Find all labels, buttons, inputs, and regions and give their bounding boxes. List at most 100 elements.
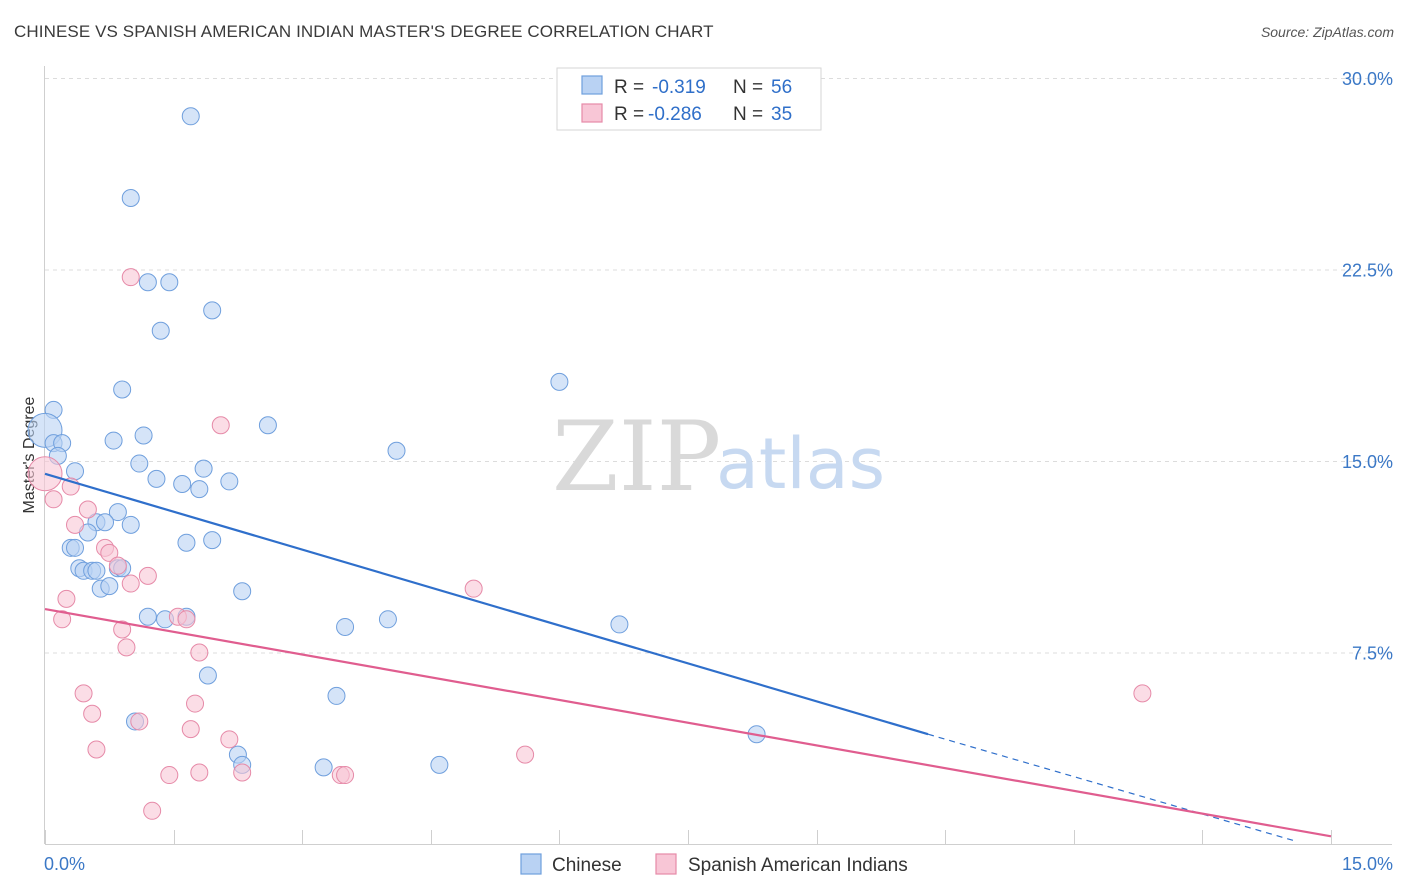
chinese-point: [190, 480, 209, 499]
stats-r-value-spanish: -0.286: [648, 104, 702, 125]
spanish-point: [121, 268, 140, 287]
legend-label-chinese: Chinese: [552, 855, 622, 876]
trend-lines: [44, 472, 1332, 843]
spanish-point: [108, 556, 127, 575]
stats-n-label-chinese: N =: [733, 77, 763, 98]
y-tick-label: 30.0%: [1342, 69, 1393, 89]
data-points: [27, 107, 1152, 820]
chinese-point: [134, 426, 153, 445]
chinese-point: [336, 617, 355, 636]
spanish-point: [74, 684, 93, 703]
spanish-point: [516, 745, 535, 764]
chinese-point: [121, 515, 140, 534]
chinese-point: [177, 533, 196, 552]
chinese-point: [610, 615, 629, 634]
chinese-point: [327, 686, 346, 705]
spanish-point: [336, 766, 355, 785]
x-tick-labels: 0.0% 15.0%: [44, 854, 1393, 874]
y-tick-label: 22.5%: [1342, 261, 1393, 281]
chinese-point: [130, 454, 149, 473]
spanish-point: [121, 574, 140, 593]
chinese-point: [100, 577, 119, 596]
chinese-point: [220, 472, 239, 491]
x-tick-label: 15.0%: [1342, 854, 1393, 874]
spanish-point: [83, 704, 102, 723]
spanish-point: [211, 416, 230, 435]
chinese-point: [550, 372, 569, 391]
chinese-point: [108, 503, 127, 522]
stats-n-label-spanish: N =: [733, 104, 763, 125]
y-tick-labels: 7.5% 15.0% 22.5% 30.0%: [1342, 69, 1393, 664]
legend-swatch-chinese: [520, 853, 542, 875]
legend-swatch-spanish: [655, 853, 677, 875]
chinese-point: [104, 431, 123, 450]
y-tick-label: 7.5%: [1352, 644, 1393, 664]
stats-r-label-spanish: R =: [614, 104, 644, 125]
chinese-trend-line: [44, 472, 929, 736]
chinese-point: [203, 531, 222, 550]
y-axis-title: Master's Degree: [21, 396, 38, 513]
spanish-point: [233, 763, 252, 782]
spanish-point: [1133, 684, 1152, 703]
axes: [44, 66, 1392, 845]
chinese-point: [181, 107, 200, 126]
chinese-point: [194, 459, 213, 478]
chinese-point: [147, 469, 166, 488]
spanish-point: [181, 720, 200, 739]
spanish-point: [113, 620, 132, 639]
y-tick-label: 15.0%: [1342, 452, 1393, 472]
spanish-point: [177, 610, 196, 629]
spanish-point: [100, 543, 119, 562]
chinese-trend-extension: [927, 733, 1297, 843]
chinese-point: [66, 538, 85, 557]
source-credit: Source: ZipAtlas.com: [1260, 24, 1394, 40]
chinese-point: [121, 189, 140, 208]
spanish-point: [143, 801, 162, 820]
chinese-point: [87, 561, 106, 580]
spanish-point: [44, 490, 63, 509]
spanish-point: [117, 638, 136, 657]
chinese-point: [151, 321, 170, 340]
spanish-point: [53, 610, 72, 629]
chinese-point: [138, 607, 157, 626]
chinese-point: [203, 301, 222, 320]
chinese-point: [430, 755, 449, 774]
spanish-point: [190, 643, 209, 662]
spanish-point: [190, 763, 209, 782]
chinese-point: [173, 474, 192, 493]
chinese-point: [387, 441, 406, 460]
stats-r-value-chinese: -0.319: [652, 77, 706, 98]
chinese-point: [314, 758, 333, 777]
watermark: ZIP atlas: [552, 401, 885, 513]
stats-swatch-spanish: [581, 103, 603, 123]
spanish-point: [464, 579, 483, 598]
stats-swatch-chinese: [581, 75, 603, 95]
stats-r-label-chinese: R =: [614, 77, 644, 98]
spanish-point: [78, 500, 97, 519]
chinese-point: [113, 380, 132, 399]
legend: Chinese Spanish American Indians: [520, 853, 908, 876]
spanish-point: [220, 730, 239, 749]
spanish-point: [160, 766, 179, 785]
chinese-point: [198, 666, 217, 685]
chart-title: CHINESE VS SPANISH AMERICAN INDIAN MASTE…: [14, 22, 714, 41]
watermark-zip: ZIP: [552, 401, 721, 513]
gridlines: [45, 78, 1392, 654]
spanish-point: [57, 589, 76, 608]
watermark-atlas: atlas: [716, 423, 885, 505]
chinese-point: [160, 273, 179, 292]
chinese-point: [233, 582, 252, 601]
stats-n-value-spanish: 35: [771, 104, 792, 125]
chinese-point: [138, 273, 157, 292]
stats-n-value-chinese: 56: [771, 77, 792, 98]
spanish-point: [130, 712, 149, 731]
spanish-point: [186, 694, 205, 713]
spanish-point: [138, 566, 157, 585]
legend-label-spanish: Spanish American Indians: [688, 855, 908, 876]
chinese-point: [96, 513, 115, 532]
stats-box: R = -0.319 N = 56 R = -0.286 N = 35: [556, 67, 822, 131]
spanish-point: [66, 515, 85, 534]
chinese-point: [378, 610, 397, 629]
chinese-point: [66, 462, 85, 481]
